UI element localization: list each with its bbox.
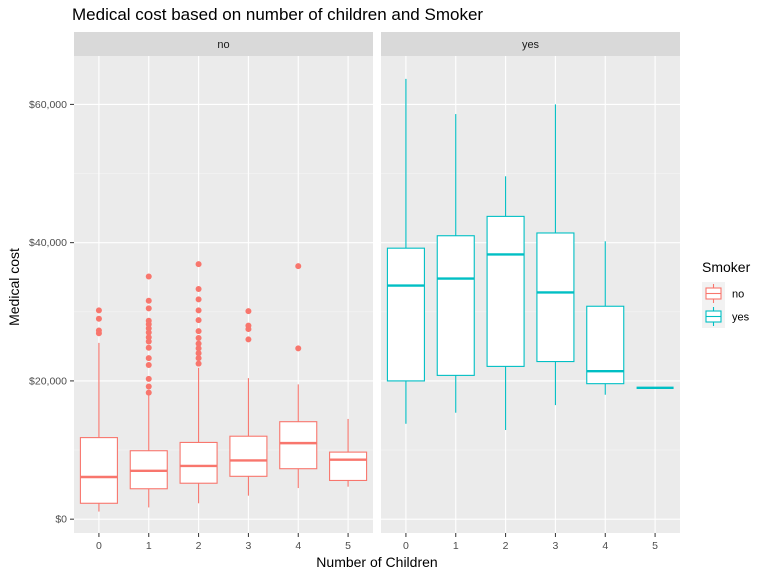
outlier-point: [195, 328, 202, 335]
y-tick-label: $0: [55, 514, 67, 526]
outlier-point: [195, 355, 202, 362]
outlier-point: [295, 263, 302, 270]
outlier-point: [145, 317, 152, 324]
outlier-point: [145, 362, 152, 369]
y-axis: $0 $20,000 $40,000 $60,000: [29, 99, 74, 526]
x-tick-label: 4: [602, 540, 608, 552]
box-yes-children-2: [486, 176, 525, 430]
outlier-point: [295, 345, 302, 352]
box-iqr: [279, 421, 318, 470]
outlier-point: [145, 383, 152, 390]
box-no-children-1: [129, 273, 168, 508]
x-tick-label: 3: [245, 540, 251, 552]
x-tick-label: 3: [552, 540, 558, 552]
outlier-point: [195, 261, 202, 268]
outlier-point: [195, 360, 202, 367]
outlier-point: [145, 325, 152, 332]
outlier-point: [145, 338, 152, 345]
panel-yes: yes 0 1 2 3 4 5: [381, 32, 680, 552]
box-yes-children-4: [586, 241, 625, 395]
outlier-point: [145, 305, 152, 312]
x-tick-label: 4: [295, 540, 301, 552]
outlier-point: [95, 315, 102, 322]
outlier-point: [145, 375, 152, 382]
box-iqr: [436, 235, 475, 376]
legend-item-no: no: [702, 282, 744, 305]
box-iqr: [536, 232, 575, 363]
box-no-children-4: [279, 263, 318, 489]
outlier-point: [95, 307, 102, 314]
outlier-point: [145, 329, 152, 336]
outlier-point: [245, 308, 252, 315]
outlier-point: [195, 285, 202, 292]
chart-title: Medical cost based on number of children…: [72, 5, 483, 24]
outlier-point: [145, 297, 152, 304]
panel-background: [381, 56, 680, 533]
outlier-point: [195, 296, 202, 303]
box-no-children-0: [79, 307, 118, 512]
x-tick-label: 2: [503, 540, 509, 552]
x-tick-label: 0: [403, 540, 409, 552]
box-iqr: [386, 247, 425, 382]
outlier-point: [245, 322, 252, 329]
outlier-point: [95, 327, 102, 334]
y-axis-label: Medical cost: [6, 248, 22, 326]
panel-no: no 0 1 2 3 4 5: [74, 32, 373, 552]
box-iqr: [79, 437, 118, 504]
outlier-point: [145, 344, 152, 351]
legend-label: no: [732, 289, 744, 301]
x-axis-label: Number of Children: [316, 554, 437, 570]
box-iqr: [329, 451, 368, 482]
outlier-point: [245, 336, 252, 343]
outlier-point: [195, 340, 202, 347]
outlier-point: [195, 350, 202, 357]
legend-item-yes: yes: [702, 305, 750, 328]
legend-label: yes: [732, 312, 750, 324]
facet-strip-label: no: [217, 39, 229, 51]
panels-layer: no 0 1 2 3 4 5 yes 0 1 2 3 4 5: [74, 32, 680, 552]
outlier-point: [145, 273, 152, 280]
outlier-point: [195, 317, 202, 324]
facet-strip: [381, 32, 680, 56]
x-tick-label: 0: [96, 540, 102, 552]
y-tick-label: $20,000: [29, 375, 67, 387]
box-yes-children-3: [536, 104, 575, 406]
legend-title: Smoker: [702, 259, 751, 275]
outlier-point: [195, 345, 202, 352]
x-tick-label: 2: [196, 540, 202, 552]
outlier-point: [145, 355, 152, 362]
panel-background: [74, 56, 373, 533]
outlier-point: [195, 307, 202, 314]
box-iqr: [229, 435, 268, 477]
x-tick-label: 1: [453, 540, 459, 552]
x-tick-label: 1: [146, 540, 152, 552]
box-no-children-5: [329, 418, 368, 487]
box-no-children-2: [179, 261, 218, 504]
box-yes-children-1: [436, 114, 475, 413]
y-tick-label: $60,000: [29, 99, 67, 111]
legend: Smoker no yes: [702, 259, 751, 328]
x-tick-label: 5: [652, 540, 658, 552]
box-iqr: [179, 441, 218, 484]
outlier-point: [195, 335, 202, 342]
outlier-point: [145, 334, 152, 341]
box-iqr: [486, 215, 525, 367]
y-tick-label: $40,000: [29, 237, 67, 249]
x-tick-label: 5: [345, 540, 351, 552]
box-yes-children-0: [386, 78, 425, 424]
box-no-children-3: [229, 308, 268, 496]
facet-strip: [74, 32, 373, 56]
facet-strip-label: yes: [522, 39, 540, 51]
outlier-point: [145, 389, 152, 396]
